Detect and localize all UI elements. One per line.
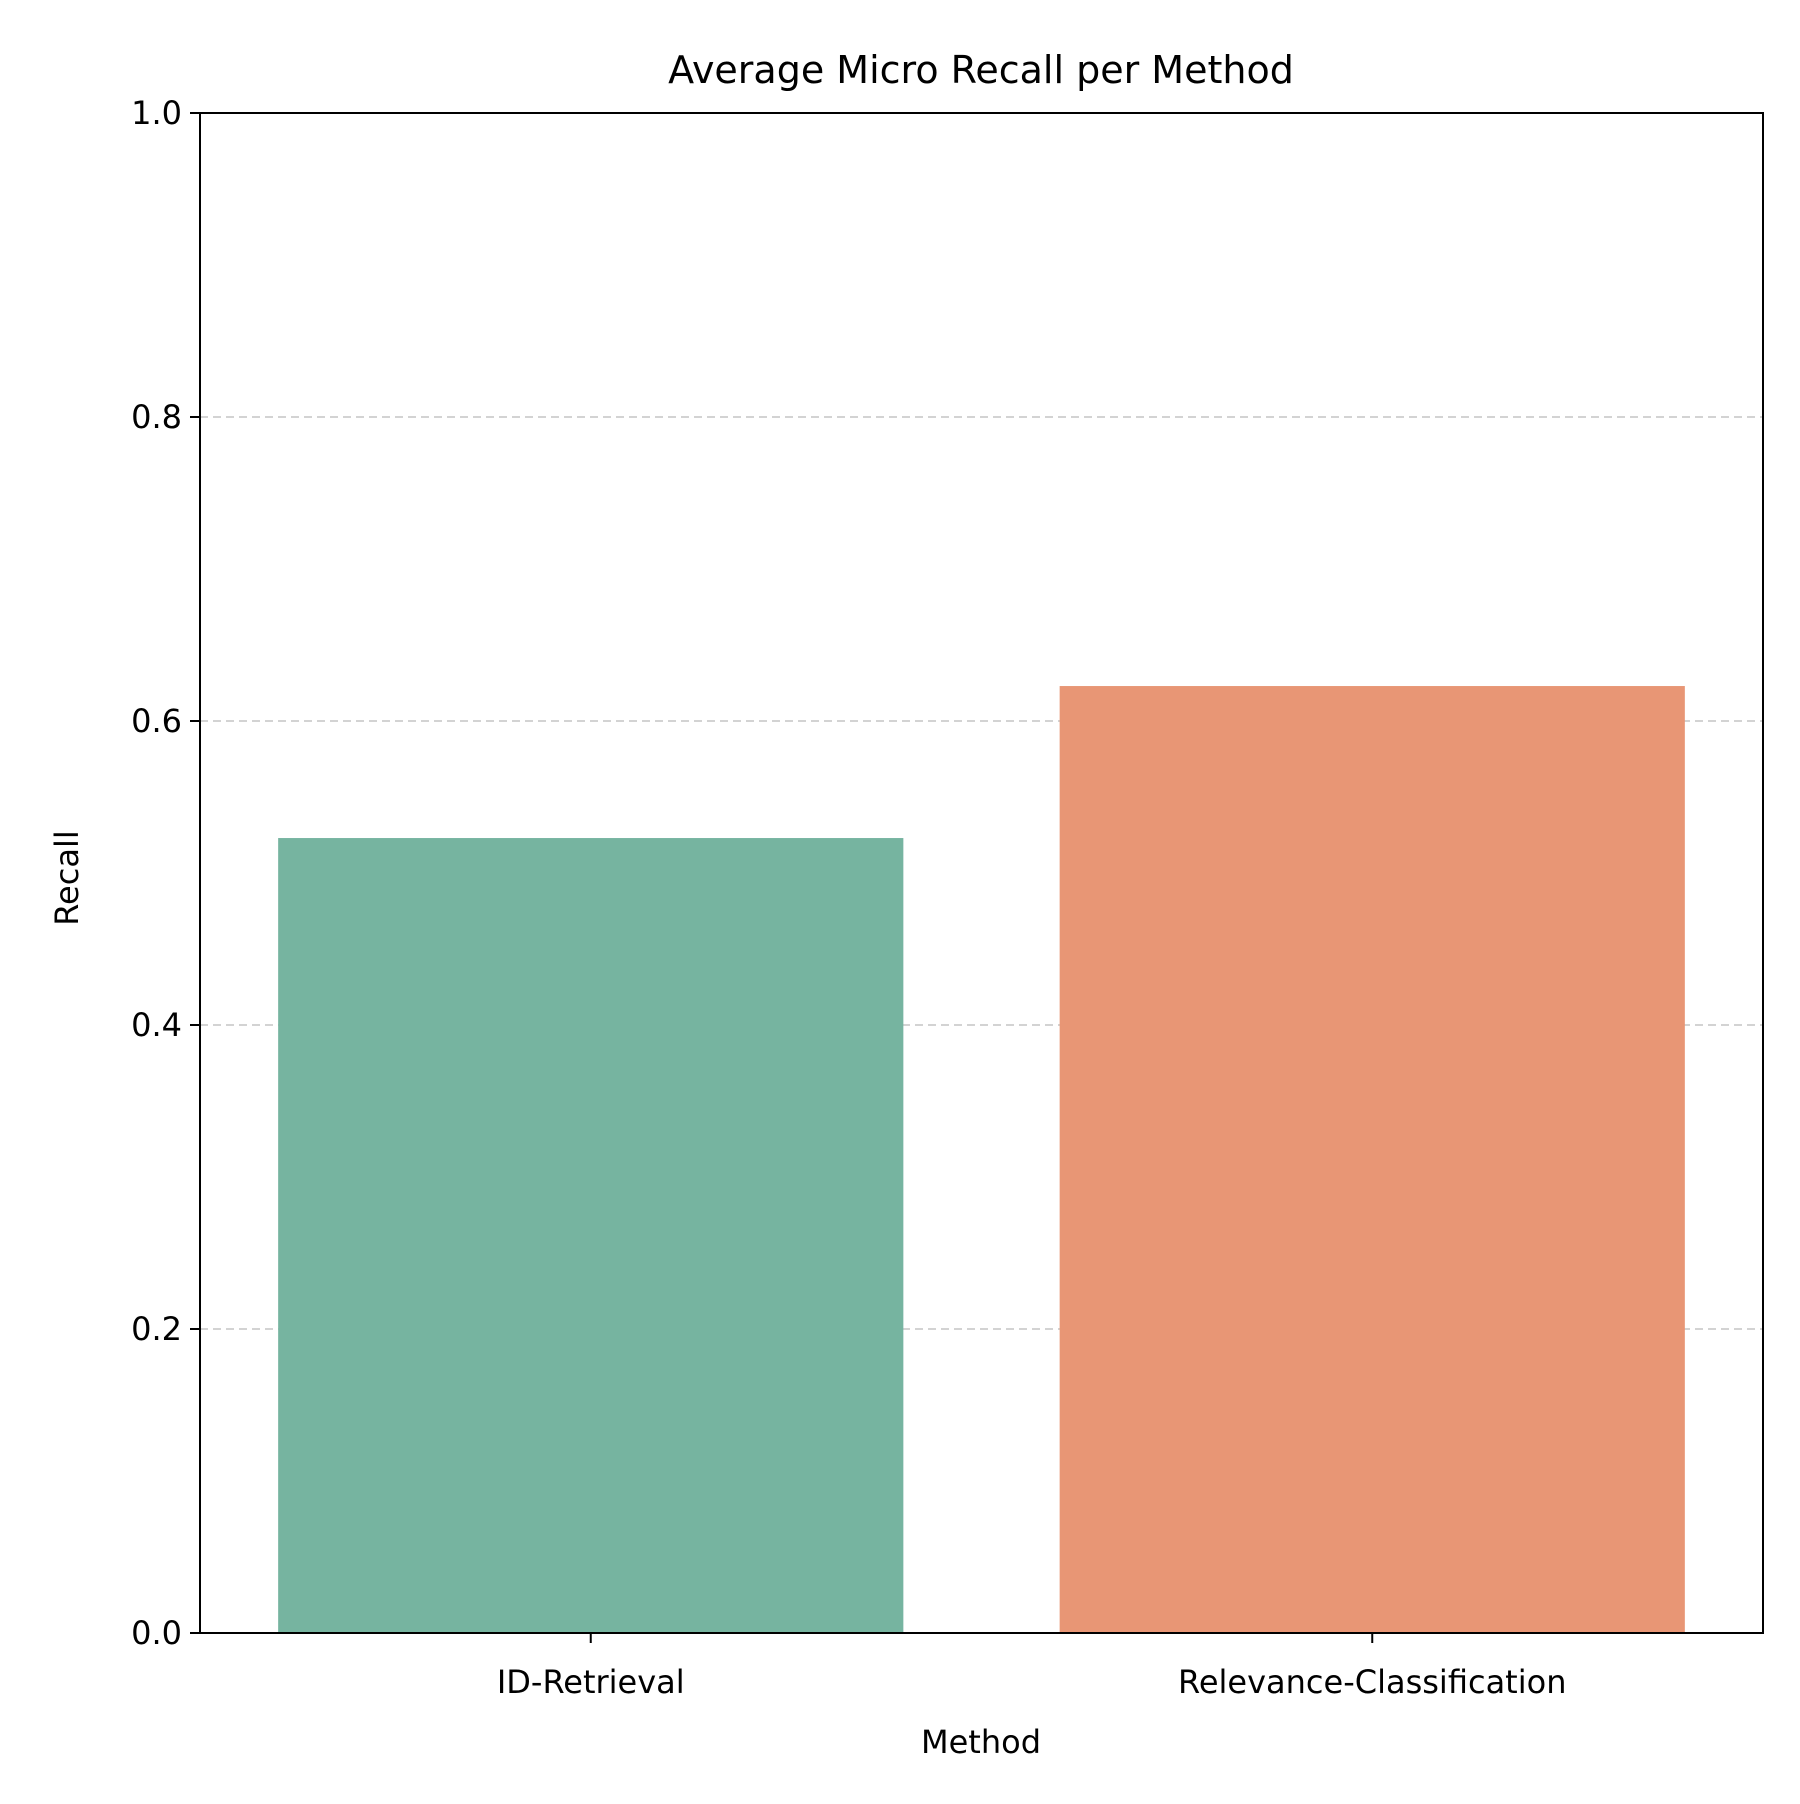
y-axis-ticks: 0.0 0.2 0.4 0.6 0.8 1.0	[131, 94, 200, 1652]
y-tick-label: 0.0	[131, 1614, 182, 1652]
x-axis-label: Method	[921, 1723, 1041, 1761]
y-tick-label: 0.6	[131, 702, 182, 740]
y-tick-label: 0.2	[131, 1310, 182, 1348]
x-axis-ticks: ID-Retrieval Relevance-Classification	[497, 1633, 1566, 1701]
y-tick-label: 0.8	[131, 398, 182, 436]
plot-frame	[199, 112, 1764, 1634]
bar-relevance-classification	[1059, 686, 1685, 1633]
x-tick-label: Relevance-Classification	[1178, 1663, 1566, 1701]
y-tick-label: 1.0	[131, 94, 182, 132]
y-tick-label: 0.4	[131, 1006, 182, 1044]
bar-id-retrieval	[278, 838, 904, 1633]
y-axis-label: Recall	[48, 830, 86, 925]
chart-title: Average Micro Recall per Method	[668, 48, 1294, 92]
bars	[278, 686, 1685, 1633]
x-tick-label: ID-Retrieval	[497, 1663, 685, 1701]
